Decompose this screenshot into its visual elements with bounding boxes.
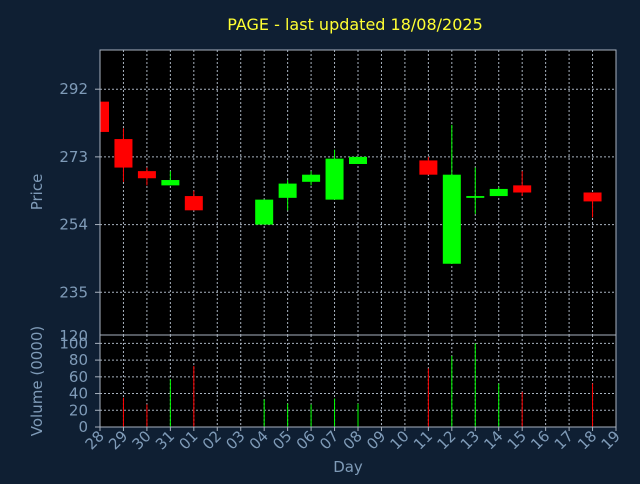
x-tick-label: 09 — [363, 427, 389, 453]
price-tick-label: 292 — [59, 80, 88, 98]
price-tick-label: 235 — [59, 283, 88, 301]
candle — [255, 199, 274, 225]
candle — [278, 180, 297, 211]
candle-body — [513, 185, 532, 193]
x-tick-label: 01 — [175, 427, 201, 453]
x-tick-label: 19 — [598, 427, 624, 453]
candle — [466, 167, 485, 214]
x-tick-label: 12 — [433, 427, 459, 453]
x-tick-label: 18 — [574, 427, 600, 453]
price-panel: 235 254 273 292 — [59, 49, 617, 336]
candle-body — [278, 183, 297, 198]
x-tick-label: 05 — [269, 427, 295, 453]
x-tick-label: 15 — [504, 427, 530, 453]
x-tick-label: 14 — [480, 427, 506, 453]
candle-body — [442, 174, 461, 264]
chart-title: PAGE - last updated 18/08/2025 — [227, 15, 483, 34]
volume-tick-label: 0 — [78, 418, 88, 436]
candle-body — [349, 156, 367, 164]
candle-body — [184, 196, 203, 211]
candle — [137, 167, 156, 186]
candle-body — [114, 139, 133, 168]
price-tick-label: 273 — [59, 148, 88, 166]
price-tick-label: 254 — [59, 216, 88, 234]
x-tick-label: 06 — [293, 427, 319, 453]
price-axis-bottom-label: 120 — [59, 327, 88, 345]
volume-tick-label: 60 — [69, 368, 88, 386]
candle — [302, 171, 321, 186]
x-axis: 2829303101020304050607080910111213141516… — [82, 427, 624, 453]
volume-axis-label: Volume (0000) — [28, 326, 46, 436]
candle-body — [325, 158, 344, 200]
candle — [99, 101, 109, 132]
candle-body — [583, 192, 602, 202]
price-axis-label: Price — [28, 174, 46, 211]
x-tick-label: 16 — [527, 427, 553, 453]
candle-body — [100, 101, 109, 132]
volume-tick-label: 40 — [69, 385, 88, 403]
candle — [161, 171, 180, 186]
candle — [419, 156, 438, 175]
x-tick-label: 08 — [340, 427, 366, 453]
x-tick-label: 31 — [152, 427, 178, 453]
candle — [442, 124, 461, 264]
candle-body — [489, 188, 508, 197]
volume-tick-label: 80 — [69, 351, 88, 369]
x-axis-label: Day — [333, 458, 363, 476]
candle-body — [255, 199, 274, 225]
candle — [513, 171, 532, 197]
candle-body — [137, 171, 156, 179]
candle — [583, 192, 602, 218]
volume-tick-label: 20 — [69, 401, 88, 419]
candle-body — [161, 180, 180, 186]
x-tick-label: 10 — [387, 427, 413, 453]
x-tick-label: 11 — [410, 427, 436, 453]
candle — [349, 156, 367, 164]
volume-tick-label: 100 — [59, 334, 88, 352]
x-tick-label: 03 — [222, 427, 248, 453]
x-tick-label: 04 — [246, 427, 272, 453]
candle-body — [466, 196, 485, 198]
x-tick-label: 30 — [129, 427, 155, 453]
candle — [489, 187, 508, 197]
x-tick-label: 07 — [316, 427, 342, 453]
candle-body — [419, 160, 438, 175]
candle — [325, 149, 344, 200]
candle — [114, 128, 133, 182]
x-tick-label: 02 — [199, 427, 225, 453]
x-tick-label: 13 — [457, 427, 483, 453]
x-tick-label: 17 — [551, 427, 577, 453]
candle-body — [302, 174, 321, 182]
x-tick-label: 29 — [105, 427, 131, 453]
candle — [184, 190, 203, 211]
